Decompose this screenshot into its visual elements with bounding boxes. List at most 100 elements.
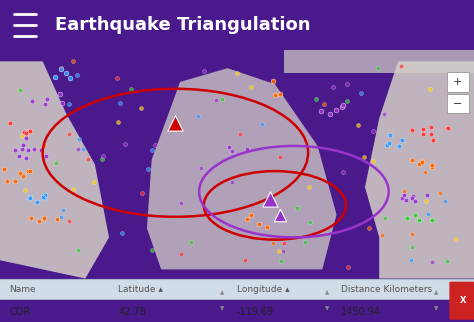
- Point: [338, 105, 346, 110]
- Point: [100, 154, 107, 159]
- Point: [409, 193, 417, 198]
- Point: [22, 136, 29, 141]
- Point: [26, 195, 34, 200]
- Point: [369, 159, 376, 164]
- Point: [27, 129, 34, 134]
- Point: [409, 158, 416, 163]
- Point: [30, 147, 37, 152]
- Point: [244, 147, 251, 152]
- Point: [409, 232, 416, 237]
- Point: [317, 108, 325, 113]
- Point: [312, 97, 320, 102]
- Point: [263, 224, 271, 229]
- Point: [424, 212, 431, 217]
- Point: [306, 219, 313, 224]
- Point: [343, 81, 351, 86]
- Polygon shape: [284, 50, 474, 73]
- Point: [27, 215, 35, 221]
- Point: [138, 190, 146, 195]
- Text: Distance Kilometers: Distance Kilometers: [341, 285, 432, 294]
- Point: [74, 248, 82, 253]
- Point: [58, 65, 65, 70]
- Point: [397, 137, 405, 142]
- Point: [407, 257, 415, 262]
- Point: [340, 170, 347, 175]
- Text: ▼: ▼: [434, 307, 438, 311]
- Point: [398, 137, 406, 142]
- Point: [301, 240, 309, 245]
- Point: [20, 129, 28, 135]
- Point: [234, 70, 241, 75]
- Point: [305, 185, 313, 190]
- Point: [28, 99, 36, 104]
- Point: [11, 178, 19, 183]
- Point: [411, 213, 419, 218]
- Point: [441, 199, 448, 204]
- Point: [91, 180, 98, 185]
- Point: [172, 120, 179, 126]
- Point: [188, 239, 195, 244]
- Point: [272, 92, 279, 97]
- Point: [421, 169, 428, 174]
- Point: [343, 98, 350, 103]
- Point: [428, 131, 435, 136]
- Text: ▲: ▲: [325, 290, 329, 295]
- Point: [276, 154, 283, 159]
- Point: [40, 195, 48, 200]
- Point: [44, 97, 51, 102]
- Point: [24, 147, 32, 152]
- Point: [116, 101, 123, 106]
- Point: [428, 218, 436, 223]
- Point: [443, 126, 450, 131]
- Point: [400, 192, 408, 197]
- Text: ▲: ▲: [220, 290, 225, 295]
- Point: [40, 215, 48, 220]
- Point: [17, 170, 24, 175]
- Point: [225, 145, 232, 150]
- Point: [255, 222, 263, 227]
- FancyBboxPatch shape: [447, 94, 469, 113]
- Text: Latitude ▴: Latitude ▴: [118, 285, 164, 294]
- Point: [408, 244, 415, 250]
- Point: [19, 173, 27, 178]
- Point: [243, 216, 251, 222]
- Point: [27, 169, 34, 174]
- Point: [374, 66, 382, 71]
- Point: [453, 236, 460, 241]
- Point: [84, 157, 92, 162]
- Point: [369, 129, 376, 134]
- Point: [385, 140, 393, 146]
- Point: [444, 126, 452, 131]
- Point: [69, 186, 76, 192]
- Point: [151, 142, 159, 147]
- Point: [197, 166, 205, 171]
- FancyBboxPatch shape: [0, 279, 474, 299]
- Point: [113, 75, 120, 80]
- Point: [63, 70, 70, 75]
- Point: [427, 124, 435, 129]
- Point: [444, 258, 451, 263]
- Point: [404, 215, 411, 220]
- Point: [395, 143, 403, 148]
- Text: 42.78: 42.78: [118, 307, 146, 317]
- Point: [65, 218, 73, 223]
- Point: [74, 146, 82, 151]
- Point: [419, 159, 426, 164]
- Point: [436, 190, 444, 195]
- Point: [114, 120, 122, 125]
- FancyBboxPatch shape: [449, 282, 474, 320]
- Point: [360, 155, 368, 160]
- Point: [17, 88, 24, 93]
- Point: [6, 120, 14, 126]
- Point: [21, 187, 29, 193]
- Point: [344, 265, 352, 270]
- Point: [213, 97, 220, 102]
- Point: [121, 141, 128, 147]
- Point: [59, 207, 67, 212]
- Point: [266, 196, 274, 201]
- Point: [400, 189, 408, 194]
- Point: [236, 131, 244, 136]
- Point: [419, 127, 426, 132]
- Point: [378, 232, 385, 237]
- Point: [276, 212, 283, 217]
